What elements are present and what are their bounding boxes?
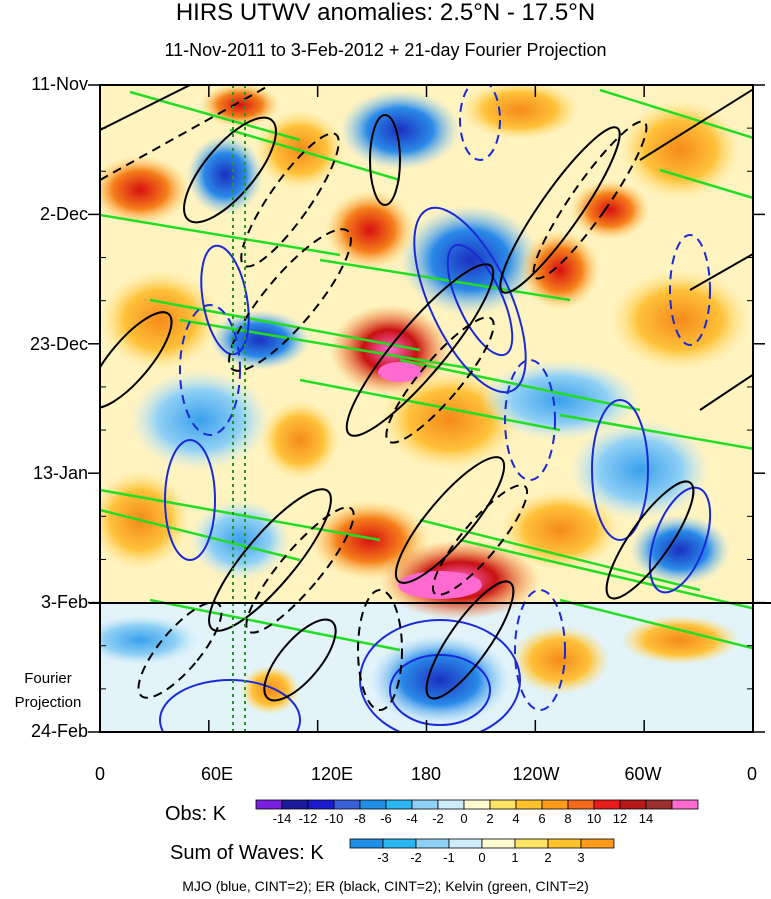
obs-colorbar-level-label: 8 [564,811,572,826]
obs-colorbar-level-label: -12 [298,811,318,826]
y-tick-label: 2-Dec [39,204,88,224]
obs-colorbar-level-label: -4 [406,811,418,826]
contour-legend-footer: MJO (blue, CINT=2); ER (black, CINT=2); … [182,878,589,894]
waves-colorbar-level-label: -2 [410,850,422,865]
y-tick-label: 13-Jan [32,463,88,483]
anomaly-field [100,85,753,732]
x-tick-label: 60E [200,764,234,784]
x-tick-label: 0 [746,764,757,784]
waves-colorbar-level-label: 2 [544,850,552,865]
x-tick-label: 60W [624,764,662,784]
obs-colorbar-level-label: -8 [354,811,366,826]
y-tick-label: 23-Dec [29,334,88,354]
obs-colorbar-swatch [541,799,569,810]
obs-colorbar-level-label: -10 [324,811,344,826]
obs-colorbar-swatch [333,799,361,810]
obs-colorbar-swatch [593,799,621,810]
x-tick-label: 180 [410,764,442,784]
obs-colorbar-level-label: 10 [586,811,602,826]
waves-colorbar-swatch [481,838,516,849]
waves-colorbar-swatch [514,838,549,849]
obs-colorbar-level-label: 2 [486,811,494,826]
waves-colorbar-level-label: -1 [443,850,455,865]
projection-label-line2: Projection [14,694,82,711]
obs-colorbar-level-label: -6 [380,811,392,826]
waves-colorbar-swatch [349,838,384,849]
obs-colorbar-swatch [567,799,595,810]
er-contours [100,85,753,711]
kelvin-contours [100,88,753,652]
obs-colorbar-swatch [437,799,465,810]
chart-subtitle: 11-Nov-2011 to 3-Feb-2012 + 21-day Fouri… [164,40,607,60]
waves-colorbar-swatch [382,838,417,849]
waves-colorbar-level-label: 0 [478,850,486,865]
obs-colorbar-level-label: 4 [512,811,520,826]
obs-colorbar-level-label: 6 [538,811,546,826]
waves-colorbar-level-label: 1 [511,850,519,865]
obs-colorbar-level-label: 0 [460,811,468,826]
x-tick-label: 120W [512,764,560,784]
obs-colorbar-swatch [359,799,387,810]
y-tick-label: 3-Feb [40,592,88,612]
waves-colorbar-level-label: 3 [577,850,585,865]
obs-colorbar-level-label: 12 [612,811,628,826]
chart-title: HIRS UTWV anomalies: 2.5°N - 17.5°N [175,0,596,26]
waves-colorbar-level-label: -3 [377,850,389,865]
obs-colorbar-level-label: -14 [272,811,292,826]
obs-colorbar-swatch [307,799,335,810]
obs-colorbar-swatch [671,799,699,810]
obs-colorbar-label: Obs: K [165,803,227,825]
obs-colorbar-swatch [385,799,413,810]
obs-colorbar-swatch [281,799,309,810]
obs-colorbar-level-label: -2 [432,811,444,826]
obs-colorbar-level-label: 14 [638,811,654,826]
waves-colorbar-label: Sum of Waves: K [170,842,324,864]
x-tick-label: 0 [94,764,105,784]
obs-colorbar-swatch [255,799,283,810]
obs-colorbar-swatch [515,799,543,810]
obs-colorbar-swatch [411,799,439,810]
y-tick-label: 11-Nov [31,74,88,94]
x-tick-label: 120E [310,764,354,784]
waves-colorbar-swatch [415,838,450,849]
waves-colorbar-swatch [547,838,582,849]
obs-colorbar-swatch [489,799,517,810]
obs-colorbar-swatch [645,799,673,810]
obs-colorbar-swatch [619,799,647,810]
waves-colorbar-swatch [580,838,615,849]
obs-colorbar-swatch [463,799,491,810]
projection-label-line1: Fourier [24,670,72,687]
y-tick-label: 24-Feb [30,721,88,741]
waves-colorbar-swatch [448,838,483,849]
